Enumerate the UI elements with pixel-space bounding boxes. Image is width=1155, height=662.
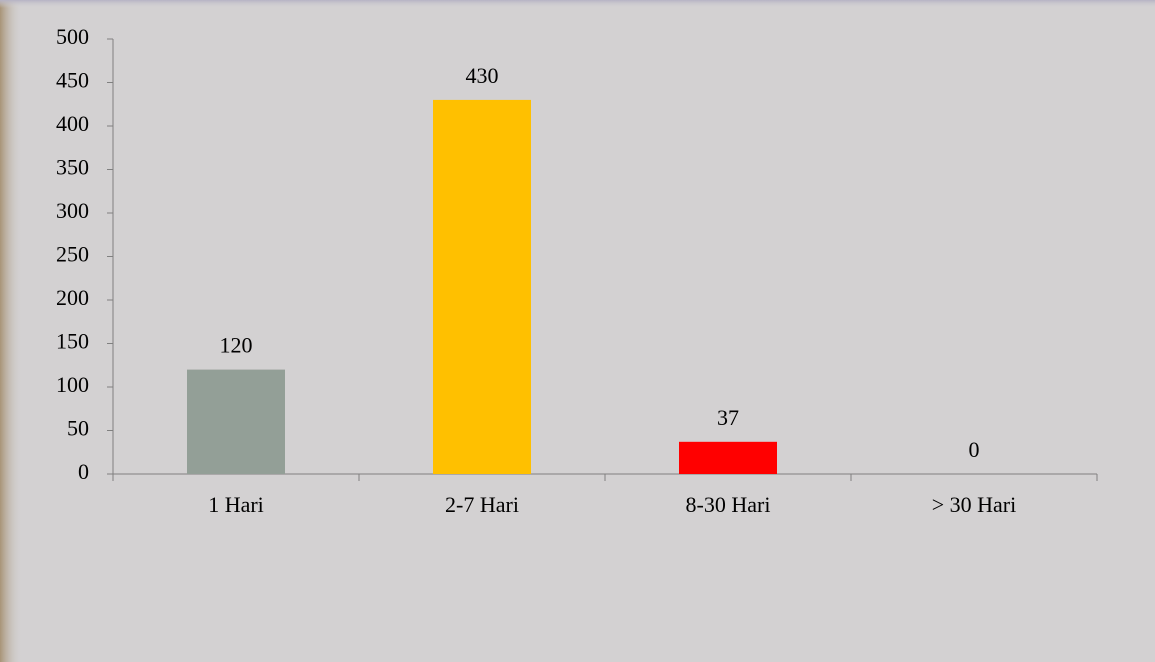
background-edge: [0, 0, 1155, 8]
y-tick-label: 400: [56, 111, 89, 136]
data-label: 120: [220, 333, 253, 358]
x-tick-label: 1 Hari: [208, 492, 264, 517]
x-tick-label: 2-7 Hari: [445, 492, 519, 517]
y-tick-label: 350: [56, 155, 89, 180]
y-tick-label: 150: [56, 329, 89, 354]
bar: [679, 441, 777, 474]
x-tick-label: 8-30 Hari: [686, 492, 771, 517]
background-edge: [0, 0, 22, 662]
y-tick-label: 50: [67, 416, 89, 441]
bar: [187, 369, 285, 474]
data-label: 0: [969, 437, 980, 462]
data-label: 430: [466, 63, 499, 88]
y-tick-label: 100: [56, 372, 89, 397]
data-label: 37: [717, 405, 739, 430]
bar: [433, 99, 531, 475]
y-tick-label: 250: [56, 242, 89, 267]
y-tick-label: 300: [56, 198, 89, 223]
y-tick-label: 0: [78, 459, 89, 484]
x-tick-label: > 30 Hari: [932, 492, 1017, 517]
y-tick-label: 200: [56, 285, 89, 310]
y-tick-label: 450: [56, 68, 89, 93]
y-tick-label: 500: [56, 24, 89, 49]
